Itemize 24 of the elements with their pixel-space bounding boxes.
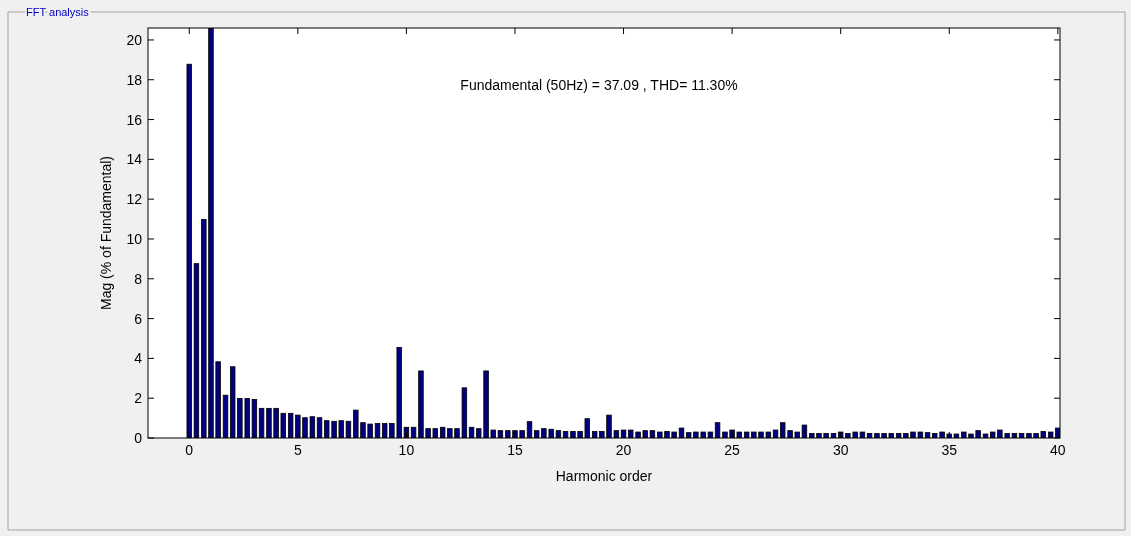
x-tick-label: 20 <box>615 442 632 458</box>
text: FFT analysis <box>26 6 90 18</box>
y-axis-title: Mag (% of Fundamental) <box>98 155 114 311</box>
y-tick-label: 4 <box>134 350 143 367</box>
y-tick-label: 20 <box>126 31 143 48</box>
x-tick-label: 30 <box>832 442 849 458</box>
annotation: Fundamental (50Hz) = 37.09 , THD= 11.30% <box>460 77 738 93</box>
y-tick-label: 8 <box>134 270 143 287</box>
x-tick-label: 40 <box>1050 442 1066 458</box>
x-tick-label: 15 <box>507 442 523 458</box>
x-tick-label: 25 <box>724 442 741 458</box>
y-tick-label: 12 <box>126 191 143 208</box>
y-tick-label: 0 <box>134 430 143 446</box>
x-tick-label: 0 <box>185 442 194 458</box>
y-tick-label: 10 <box>126 230 143 247</box>
y-tick-label: 2 <box>134 390 143 407</box>
x-tick-label: 35 <box>941 442 958 458</box>
x-axis-title: Harmonic order <box>555 468 653 484</box>
y-tick-label: 6 <box>134 310 143 327</box>
x-tick-label: 5 <box>293 442 302 458</box>
y-tick-label: 14 <box>126 151 143 168</box>
y-tick-label: 16 <box>126 111 143 128</box>
y-tick-label: 18 <box>126 71 143 88</box>
x-tick-label: 10 <box>398 442 415 458</box>
